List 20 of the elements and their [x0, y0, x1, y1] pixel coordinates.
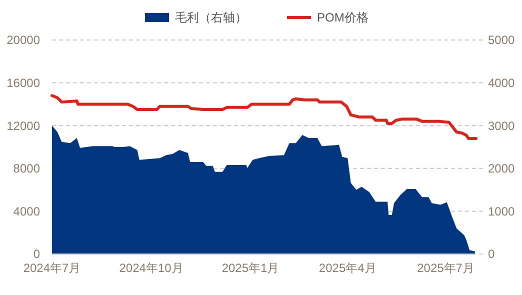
x-tick-label: 2025年7月	[417, 261, 474, 275]
x-tick-label: 2025年4月	[318, 261, 376, 275]
y2-tick-label: 1000	[488, 204, 516, 218]
y2-tick-label: 0	[488, 247, 495, 262]
x-tick-label: 2024年10月	[119, 261, 184, 275]
x-tick-label: 2024年7月	[23, 261, 81, 275]
legend-label: 毛利（右轴）	[175, 10, 247, 25]
x-tick-label: 2025年1月	[222, 261, 280, 275]
y-tick-label: 12000	[6, 118, 40, 133]
y-tick-label: 8000	[13, 162, 40, 176]
y2-tick-label: 2000	[488, 162, 516, 176]
y2-tick-label: 5000	[488, 33, 516, 48]
line-series	[50, 94, 478, 140]
y2-tick-label: 4000	[488, 76, 516, 90]
y-tick-label: 4000	[13, 204, 40, 218]
legend-label: POM价格	[317, 10, 368, 25]
y-tick-label: 16000	[6, 76, 40, 90]
y2-tick-label: 3000	[488, 118, 516, 133]
y-tick-label: 20000	[6, 33, 40, 48]
y-tick-label: 0	[33, 247, 40, 262]
